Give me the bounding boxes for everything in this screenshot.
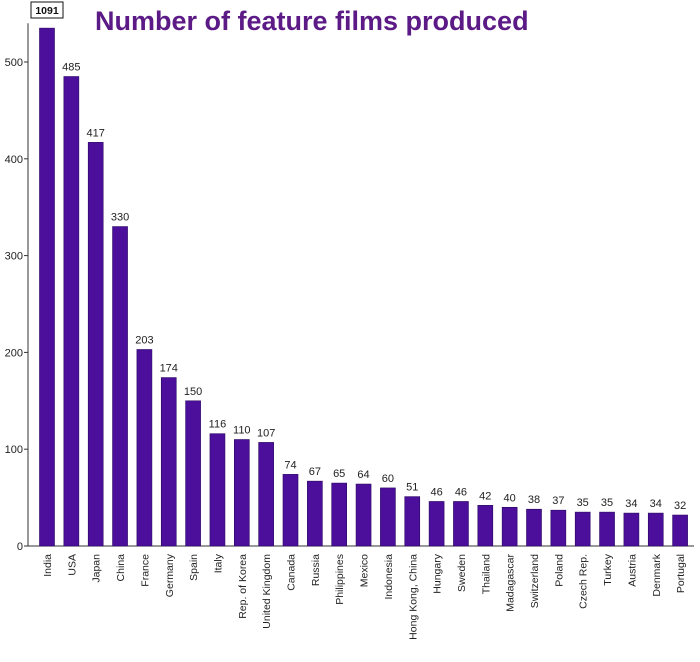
value-label: 67 (309, 466, 321, 478)
bar (501, 506, 518, 547)
x-tick-label: Czech Rep. (578, 554, 590, 609)
bar (258, 442, 274, 547)
value-label: 37 (552, 495, 564, 507)
x-tick-label: Hong Kong, China (407, 554, 419, 640)
bar (599, 511, 615, 547)
x-tick-label: USA (66, 554, 78, 576)
bar (331, 482, 348, 547)
value-label: 107 (257, 427, 275, 439)
y-tick-label: 0 (17, 541, 23, 553)
value-label: 60 (382, 473, 394, 485)
y-tick-label: 300 (5, 251, 23, 263)
value-label: 203 (135, 334, 153, 346)
value-label: 46 (430, 486, 442, 498)
bar (574, 511, 591, 547)
y-tick-label: 100 (5, 444, 23, 456)
x-tick-label: Sweden (456, 554, 468, 592)
bar (87, 142, 104, 547)
bar (282, 474, 299, 547)
x-tick-label: China (115, 554, 127, 582)
bar (39, 27, 55, 547)
x-tick-label: Portugal (675, 554, 687, 593)
value-label: 64 (357, 469, 369, 481)
x-tick-label: France (139, 554, 151, 587)
x-tick-label: Austria (626, 554, 638, 587)
value-label: 35 (601, 497, 613, 509)
bar (453, 501, 469, 547)
value-label: 74 (284, 459, 296, 471)
value-label: 150 (184, 386, 202, 398)
value-label: 110 (233, 425, 251, 437)
bar (136, 349, 153, 547)
x-tick-label: Madagascar (505, 553, 517, 611)
value-label: 65 (333, 468, 345, 480)
bar (550, 509, 567, 547)
value-label: 485 (62, 62, 80, 74)
bar (112, 226, 128, 547)
x-tick-label: Turkey (602, 553, 614, 585)
value-label: 417 (87, 127, 105, 139)
x-tick-label: United Kingdom (261, 554, 273, 629)
value-label: 35 (577, 497, 589, 509)
x-tick-label: Denmark (651, 553, 663, 596)
value-label: 1091 (35, 5, 59, 17)
bar (672, 514, 688, 547)
value-label: 330 (111, 212, 129, 224)
x-tick-label: Canada (286, 554, 298, 591)
bar (404, 496, 421, 547)
x-tick-label: Spain (188, 554, 200, 581)
bar (355, 483, 372, 547)
value-label: 34 (650, 498, 662, 510)
value-label: 34 (625, 498, 637, 510)
value-label: 40 (504, 492, 516, 504)
bar (647, 512, 664, 547)
bar (234, 439, 250, 547)
x-tick-label: Switzerland (529, 554, 541, 608)
bar (307, 480, 323, 547)
bar (63, 76, 80, 547)
y-tick-label: 500 (5, 57, 23, 69)
bar (380, 487, 396, 547)
bar (526, 508, 542, 547)
bar (185, 400, 201, 547)
bar (160, 377, 177, 547)
x-tick-label: Rep. of Korea (237, 554, 249, 619)
value-label: 174 (160, 363, 178, 375)
value-label: 46 (455, 486, 467, 498)
x-tick-label: Mexico (359, 554, 371, 587)
value-label: 51 (406, 482, 418, 494)
x-tick-label: Philippines (334, 554, 346, 605)
x-tick-label: Russia (310, 554, 322, 586)
x-tick-label: Hungary (432, 553, 444, 593)
value-label: 42 (479, 490, 491, 502)
value-label: 38 (528, 494, 540, 506)
y-tick-label: 200 (5, 347, 23, 359)
value-label-box (30, 1, 64, 19)
y-tick-label: 400 (5, 154, 23, 166)
value-label: 32 (674, 500, 686, 512)
x-tick-label: Italy (212, 553, 224, 573)
value-label: 116 (209, 419, 227, 431)
chart-title: Number of feature films produced (95, 6, 529, 36)
bar (209, 433, 226, 547)
x-tick-label: Indonesia (383, 554, 395, 600)
x-tick-label: Poland (553, 554, 565, 587)
x-tick-label: Germany (164, 553, 176, 597)
bar (428, 501, 445, 547)
x-tick-label: Japan (91, 554, 103, 583)
x-tick-label: Thailand (480, 554, 492, 594)
bar (623, 512, 640, 547)
x-tick-label: India (42, 554, 54, 577)
bar (477, 505, 494, 547)
